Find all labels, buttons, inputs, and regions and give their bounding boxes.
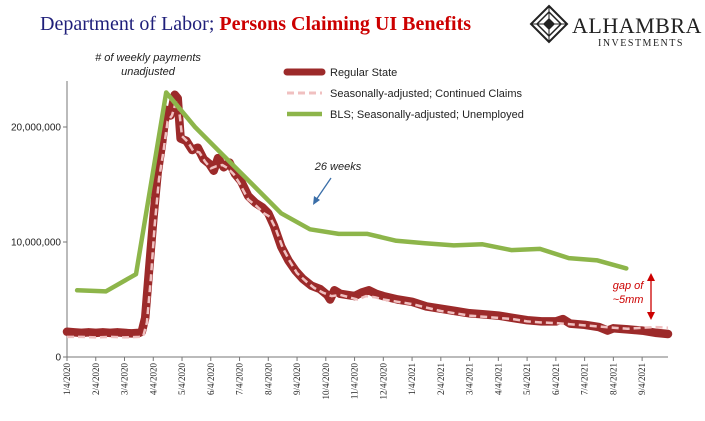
series-regular-state xyxy=(62,90,673,339)
series-bls-unemployed xyxy=(74,90,629,294)
weeks-note: 26 weeks xyxy=(314,161,362,173)
annotations: # of weekly payments unadjusted 26 weeks… xyxy=(95,52,655,320)
x-tick-label: 6/4/2020 xyxy=(206,363,216,396)
x-tick-label: 5/4/2021 xyxy=(522,363,532,395)
x-tick-labels: 1/4/2020 2/4/2020 3/4/2020 4/4/2020 5/4/2020… xyxy=(62,363,647,400)
title-part-2: Persons Claiming UI Benefits xyxy=(219,13,471,35)
x-tick-label: 10/4/2020 xyxy=(321,363,331,400)
legend-label-regular: Regular State xyxy=(330,67,397,79)
x-tick-label: 12/4/2020 xyxy=(378,363,388,400)
x-tick-label: 1/4/2021 xyxy=(407,363,417,395)
x-tick-label: 9/4/2020 xyxy=(292,363,302,396)
payments-note-line2: unadjusted xyxy=(121,66,176,78)
x-tick-label: 9/4/2021 xyxy=(637,363,647,395)
x-tick-label: 2/4/2020 xyxy=(91,363,101,396)
x-tick-label: 1/4/2020 xyxy=(62,363,72,396)
weeks-arrow-icon xyxy=(313,177,332,205)
gap-arrow-icon xyxy=(647,273,655,320)
y-tick-labels: 0 10,000,000 20,000,000 xyxy=(11,123,62,364)
series-layer xyxy=(62,90,673,339)
legend: Regular State Seasonally-adjusted; Conti… xyxy=(283,67,524,121)
diamond-lattice-icon xyxy=(529,4,569,44)
y-tick-label: 0 xyxy=(55,353,61,364)
y-tick-label: 10,000,000 xyxy=(11,238,61,249)
y-tick-label: 20,000,000 xyxy=(11,123,61,134)
axes xyxy=(63,81,668,361)
x-tick-label: 4/4/2020 xyxy=(148,363,158,396)
logo-subtitle: INVESTMENTS xyxy=(598,38,684,49)
x-tick-label: 3/4/2021 xyxy=(465,363,475,395)
chart-title: Department of Labor; Persons Claiming UI… xyxy=(40,13,471,35)
legend-label-bls: BLS; Seasonally-adjusted; Unemployed xyxy=(330,109,524,121)
x-tick-label: 8/4/2021 xyxy=(608,363,618,395)
x-tick-label: 4/4/2021 xyxy=(493,363,503,395)
x-tick-label: 7/4/2021 xyxy=(580,363,590,395)
title-part-1: Department of Labor; xyxy=(40,13,219,35)
logo-name: ALHAMBRA xyxy=(572,13,702,38)
x-tick-label: 5/4/2020 xyxy=(177,363,187,396)
x-tick-label: 8/4/2020 xyxy=(263,363,273,396)
gap-note-line2: ~5mm xyxy=(613,294,644,306)
legend-label-sa: Seasonally-adjusted; Continued Claims xyxy=(330,88,522,100)
x-tick-label: 2/4/2021 xyxy=(436,363,446,395)
series-seasonally-adjusted-continued xyxy=(67,99,669,339)
payments-note-line1: # of weekly payments xyxy=(95,52,201,64)
x-tick-label: 11/4/2020 xyxy=(350,363,360,400)
gap-note-line1: gap of xyxy=(613,280,645,292)
x-tick-label: 3/4/2020 xyxy=(120,363,130,396)
x-tick-label: 6/4/2021 xyxy=(551,363,561,395)
logo: ALHAMBRA INVESTMENTS xyxy=(529,4,702,49)
x-tick-label: 7/4/2020 xyxy=(235,363,245,396)
